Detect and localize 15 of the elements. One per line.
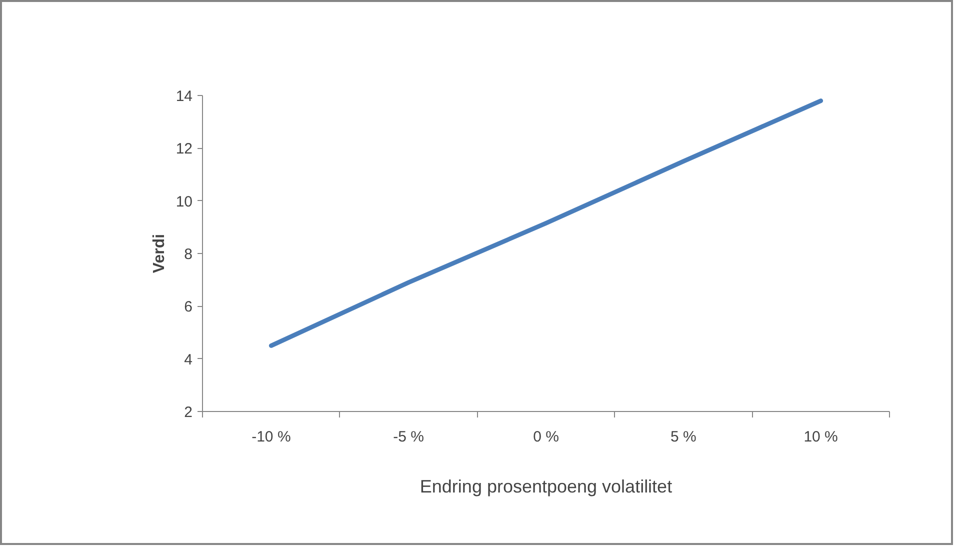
y-tick-label: 14: [176, 88, 193, 105]
x-tick-label: -10 %: [252, 428, 291, 446]
y-tick-label: 4: [184, 351, 192, 368]
x-tick-label: 0 %: [533, 428, 559, 446]
y-tick-label: 12: [176, 140, 193, 158]
x-tick-label: -5 %: [393, 428, 424, 446]
x-tick-label: 5 %: [670, 428, 696, 446]
line-series: [268, 98, 824, 348]
y-axis-title: Verdi: [150, 234, 168, 274]
y-tick-label: 2: [184, 404, 192, 421]
y-tick-label: 8: [184, 246, 192, 263]
y-tick-label: 6: [184, 298, 192, 316]
x-tick-label: 10 %: [804, 428, 838, 446]
y-tick-label: 10: [176, 193, 193, 210]
x-axis-title: Endring prosentpoeng volatilitet: [420, 476, 672, 496]
